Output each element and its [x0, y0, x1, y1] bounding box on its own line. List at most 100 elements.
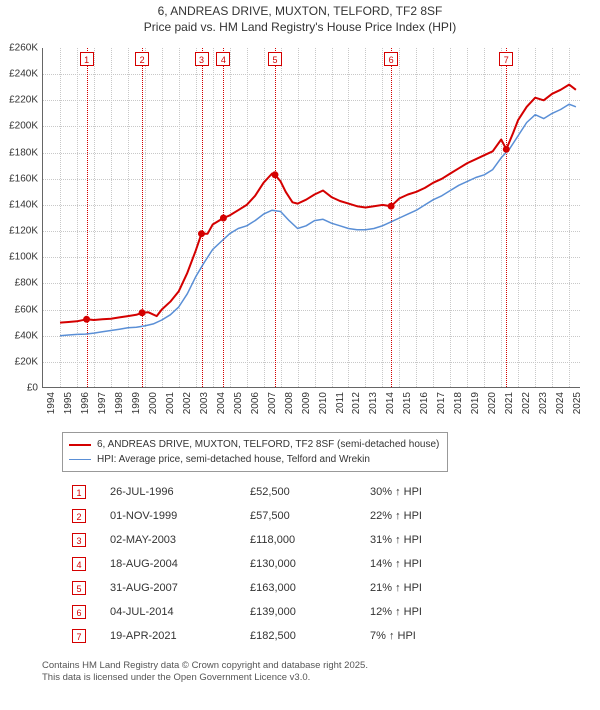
sale-date: 18-AUG-2004: [110, 558, 250, 570]
sale-price: £118,000: [250, 534, 370, 546]
table-row: 4 18-AUG-2004£130,00014% ↑ HPI: [72, 552, 422, 576]
x-axis-tick: 1997: [97, 392, 108, 414]
x-axis-tick: 2001: [165, 392, 176, 414]
sale-marker-dot: [503, 146, 510, 153]
sale-date: 31-AUG-2007: [110, 582, 250, 594]
legend-label: 6, ANDREAS DRIVE, MUXTON, TELFORD, TF2 8…: [97, 437, 439, 452]
sale-price: £139,000: [250, 606, 370, 618]
x-axis-tick: 2017: [436, 392, 447, 414]
title-line-2: Price paid vs. HM Land Registry's House …: [0, 20, 600, 36]
y-axis-tick: £240K: [9, 69, 38, 80]
sale-index-box: 7: [72, 629, 86, 643]
sale-index-box: 4: [72, 557, 86, 571]
x-axis-tick: 2021: [504, 392, 515, 414]
y-axis-tick: £160K: [9, 173, 38, 184]
x-axis-tick: 1998: [114, 392, 125, 414]
y-axis-tick: £200K: [9, 121, 38, 132]
sale-price: £130,000: [250, 558, 370, 570]
x-axis-tick: 1996: [80, 392, 91, 414]
sale-date: 01-NOV-1999: [110, 510, 250, 522]
sale-index-box: 5: [72, 581, 86, 595]
table-row: 2 01-NOV-1999£57,50022% ↑ HPI: [72, 504, 422, 528]
table-row: 5 31-AUG-2007£163,00021% ↑ HPI: [72, 576, 422, 600]
x-axis-tick: 2008: [284, 392, 295, 414]
x-axis-tick: 2022: [521, 392, 532, 414]
sale-price: £182,500: [250, 630, 370, 642]
x-axis-tick: 2012: [351, 392, 362, 414]
sales-table: 126-JUL-1996£52,50030% ↑ HPI201-NOV-1999…: [72, 480, 422, 648]
legend-label: HPI: Average price, semi-detached house,…: [97, 452, 370, 467]
sale-date: 19-APR-2021: [110, 630, 250, 642]
y-axis-tick: £100K: [9, 252, 38, 263]
y-axis-tick: £120K: [9, 226, 38, 237]
sale-date: 26-JUL-1996: [110, 486, 250, 498]
footer-line-2: This data is licensed under the Open Gov…: [42, 672, 368, 684]
y-axis-tick: £0: [27, 383, 38, 394]
sale-marker-dot: [198, 230, 205, 237]
y-axis-tick: £40K: [15, 330, 38, 341]
legend-row: 6, ANDREAS DRIVE, MUXTON, TELFORD, TF2 8…: [69, 437, 439, 452]
sale-hpi-diff: 30% ↑ HPI: [370, 486, 422, 498]
sale-marker-dot: [388, 203, 395, 210]
x-axis-tick: 2003: [199, 392, 210, 414]
x-axis-tick: 2000: [148, 392, 159, 414]
sale-marker-dot: [139, 309, 146, 316]
sale-hpi-diff: 14% ↑ HPI: [370, 558, 422, 570]
x-axis-tick: 2020: [487, 392, 498, 414]
y-axis-tick: £20K: [15, 356, 38, 367]
footer-attribution: Contains HM Land Registry data © Crown c…: [42, 660, 368, 685]
x-axis-tick: 2015: [402, 392, 413, 414]
sale-index-box: 3: [72, 533, 86, 547]
sale-marker-dot: [220, 215, 227, 222]
series-svg: [43, 48, 581, 388]
y-axis-tick: £140K: [9, 199, 38, 210]
chart-area: £0£20K£40K£60K£80K£100K£120K£140K£160K£1…: [42, 48, 580, 388]
y-axis-tick: £220K: [9, 95, 38, 106]
x-axis-tick: 2013: [368, 392, 379, 414]
sale-price: £57,500: [250, 510, 370, 522]
x-axis-tick: 1995: [63, 392, 74, 414]
y-axis-tick: £60K: [15, 304, 38, 315]
x-axis-tick: 2005: [233, 392, 244, 414]
x-axis-tick: 2018: [453, 392, 464, 414]
series-line-price_paid: [60, 85, 576, 323]
sale-marker-dot: [272, 171, 279, 178]
table-row: 126-JUL-1996£52,50030% ↑ HPI: [72, 480, 422, 504]
series-line-hpi: [60, 104, 576, 336]
legend: 6, ANDREAS DRIVE, MUXTON, TELFORD, TF2 8…: [62, 432, 448, 472]
legend-row: HPI: Average price, semi-detached house,…: [69, 452, 439, 467]
sale-hpi-diff: 7% ↑ HPI: [370, 630, 416, 642]
title-line-1: 6, ANDREAS DRIVE, MUXTON, TELFORD, TF2 8…: [0, 4, 600, 20]
legend-swatch: [69, 444, 91, 446]
x-axis-tick: 2019: [470, 392, 481, 414]
x-axis-tick: 2006: [250, 392, 261, 414]
sale-marker-dot: [83, 316, 90, 323]
x-axis-tick: 1999: [131, 392, 142, 414]
x-axis-tick: 2007: [267, 392, 278, 414]
sale-hpi-diff: 22% ↑ HPI: [370, 510, 422, 522]
x-axis-tick: 1994: [46, 392, 57, 414]
x-axis-tick: 2009: [301, 392, 312, 414]
x-axis-tick: 2025: [572, 392, 583, 414]
x-axis-tick: 2010: [318, 392, 329, 414]
legend-swatch: [69, 459, 91, 460]
sale-hpi-diff: 12% ↑ HPI: [370, 606, 422, 618]
sale-price: £163,000: [250, 582, 370, 594]
sale-hpi-diff: 21% ↑ HPI: [370, 582, 422, 594]
y-axis-tick: £180K: [9, 147, 38, 158]
table-row: 3 02-MAY-2003£118,00031% ↑ HPI: [72, 528, 422, 552]
sale-index-box: 6: [72, 605, 86, 619]
table-row: 7 19-APR-2021£182,5007% ↑ HPI: [72, 624, 422, 648]
chart-title-block: 6, ANDREAS DRIVE, MUXTON, TELFORD, TF2 8…: [0, 0, 600, 35]
x-axis-tick: 2014: [385, 392, 396, 414]
y-axis-tick: £80K: [15, 278, 38, 289]
plot-area: £0£20K£40K£60K£80K£100K£120K£140K£160K£1…: [42, 48, 580, 388]
sale-index-box: 1: [72, 485, 86, 499]
x-axis-tick: 2023: [538, 392, 549, 414]
y-axis-tick: £260K: [9, 43, 38, 54]
sale-date: 02-MAY-2003: [110, 534, 250, 546]
sale-date: 04-JUL-2014: [110, 606, 250, 618]
sale-index-box: 2: [72, 509, 86, 523]
sale-hpi-diff: 31% ↑ HPI: [370, 534, 422, 546]
table-row: 6 04-JUL-2014£139,00012% ↑ HPI: [72, 600, 422, 624]
